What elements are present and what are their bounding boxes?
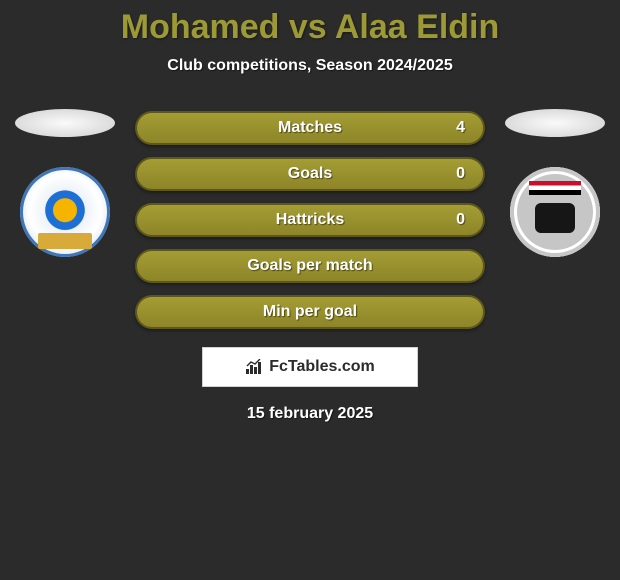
stat-label: Hattricks (137, 211, 483, 229)
stat-label: Min per goal (137, 303, 483, 321)
stat-label: Goals per match (137, 257, 483, 275)
brand-text: FcTables.com (269, 358, 375, 376)
date-label: 15 february 2025 (247, 405, 373, 423)
stat-label: Matches (137, 119, 483, 137)
stat-row-goals-per-match: Goals per match (135, 249, 485, 283)
stat-value: 0 (456, 165, 465, 183)
left-player-column (15, 109, 115, 257)
right-player-photo-placeholder (505, 109, 605, 137)
page-subtitle: Club competitions, Season 2024/2025 (167, 57, 452, 75)
stat-label: Goals (137, 165, 483, 183)
stat-row-min-per-goal: Min per goal (135, 295, 485, 329)
page-title: Mohamed vs Alaa Eldin (121, 8, 500, 47)
left-player-photo-placeholder (15, 109, 115, 137)
right-player-column (505, 109, 605, 257)
stat-value: 4 (456, 119, 465, 137)
stat-row-matches: Matches 4 (135, 111, 485, 145)
stat-row-hattricks: Hattricks 0 (135, 203, 485, 237)
left-club-badge (20, 167, 110, 257)
comparison-area: Matches 4 Goals 0 Hattricks 0 Goals per … (0, 109, 620, 329)
bar-chart-icon (245, 359, 263, 375)
stats-column: Matches 4 Goals 0 Hattricks 0 Goals per … (135, 109, 485, 329)
brand-attribution[interactable]: FcTables.com (202, 347, 418, 387)
right-club-badge (510, 167, 600, 257)
stat-value: 0 (456, 211, 465, 229)
stat-row-goals: Goals 0 (135, 157, 485, 191)
